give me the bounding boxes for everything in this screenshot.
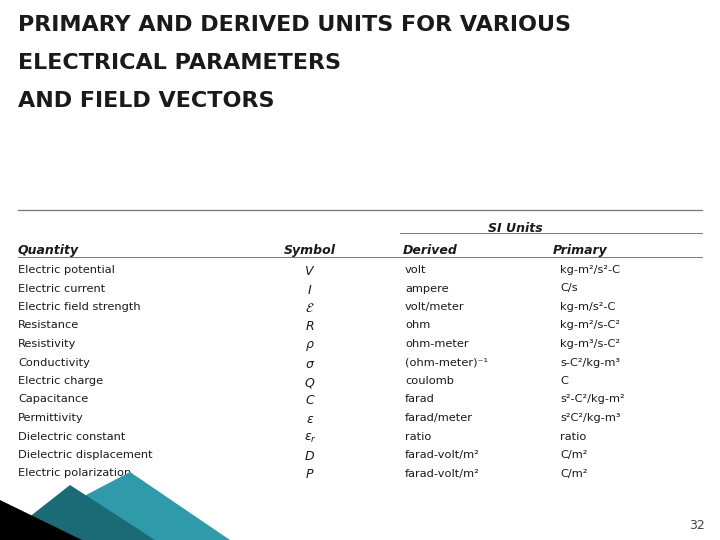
Text: kg-m²/s²-C: kg-m²/s²-C	[560, 265, 620, 275]
Text: volt/meter: volt/meter	[405, 302, 464, 312]
Text: $R$: $R$	[305, 321, 315, 334]
Text: Resistivity: Resistivity	[18, 339, 76, 349]
Text: SI Units: SI Units	[487, 222, 542, 235]
Text: C: C	[560, 376, 568, 386]
Text: kg-m³/s-C²: kg-m³/s-C²	[560, 339, 620, 349]
Text: $C$: $C$	[305, 395, 315, 408]
Text: coulomb: coulomb	[405, 376, 454, 386]
Text: ohm-meter: ohm-meter	[405, 339, 469, 349]
Text: Derived: Derived	[402, 244, 457, 257]
Text: farad/meter: farad/meter	[405, 413, 473, 423]
Text: $\rho$: $\rho$	[305, 339, 315, 353]
Text: kg-m/s²-C: kg-m/s²-C	[560, 302, 616, 312]
Polygon shape	[0, 485, 155, 540]
Text: Permittivity: Permittivity	[18, 413, 84, 423]
Text: 32: 32	[689, 519, 705, 532]
Text: $\epsilon_r$: $\epsilon_r$	[304, 431, 316, 444]
Text: Resistance: Resistance	[18, 321, 79, 330]
Text: ohm: ohm	[405, 321, 431, 330]
Text: ratio: ratio	[405, 431, 431, 442]
Polygon shape	[0, 500, 82, 540]
Text: PRIMARY AND DERIVED UNITS FOR VARIOUS: PRIMARY AND DERIVED UNITS FOR VARIOUS	[18, 15, 571, 35]
Text: Electric polarization: Electric polarization	[18, 469, 131, 478]
Text: Conductivity: Conductivity	[18, 357, 90, 368]
Text: $I$: $I$	[307, 284, 312, 296]
Text: $\sigma$: $\sigma$	[305, 357, 315, 370]
Text: farad-volt/m²: farad-volt/m²	[405, 469, 480, 478]
Text: $P$: $P$	[305, 469, 315, 482]
Text: s²C²/kg-m³: s²C²/kg-m³	[560, 413, 621, 423]
Text: Electric field strength: Electric field strength	[18, 302, 140, 312]
Text: farad: farad	[405, 395, 435, 404]
Polygon shape	[0, 472, 230, 540]
Text: AND FIELD VECTORS: AND FIELD VECTORS	[18, 91, 274, 111]
Text: Capacitance: Capacitance	[18, 395, 89, 404]
Text: s²-C²/kg-m²: s²-C²/kg-m²	[560, 395, 625, 404]
Text: Quantity: Quantity	[18, 244, 79, 257]
Text: kg-m²/s-C²: kg-m²/s-C²	[560, 321, 620, 330]
Text: C/s: C/s	[560, 284, 577, 294]
Text: $V$: $V$	[305, 265, 315, 278]
Text: Symbol: Symbol	[284, 244, 336, 257]
Text: Primary: Primary	[553, 244, 608, 257]
Text: farad-volt/m²: farad-volt/m²	[405, 450, 480, 460]
Text: volt: volt	[405, 265, 426, 275]
Text: Dielectric displacement: Dielectric displacement	[18, 450, 153, 460]
Text: ampere: ampere	[405, 284, 449, 294]
Text: Electric potential: Electric potential	[18, 265, 115, 275]
Text: C/m²: C/m²	[560, 469, 588, 478]
Text: ELECTRICAL PARAMETERS: ELECTRICAL PARAMETERS	[18, 53, 341, 73]
Text: Electric current: Electric current	[18, 284, 105, 294]
Text: $\varepsilon$: $\varepsilon$	[306, 413, 314, 426]
Text: s-C²/kg-m³: s-C²/kg-m³	[560, 357, 620, 368]
Text: Dielectric constant: Dielectric constant	[18, 431, 125, 442]
Text: ratio: ratio	[560, 431, 586, 442]
Text: $\mathcal{E}$: $\mathcal{E}$	[305, 302, 315, 315]
Text: $D$: $D$	[305, 450, 315, 463]
Text: $Q$: $Q$	[305, 376, 315, 390]
Text: Electric charge: Electric charge	[18, 376, 103, 386]
Text: (ohm-meter)⁻¹: (ohm-meter)⁻¹	[405, 357, 488, 368]
Text: C/m²: C/m²	[560, 450, 588, 460]
